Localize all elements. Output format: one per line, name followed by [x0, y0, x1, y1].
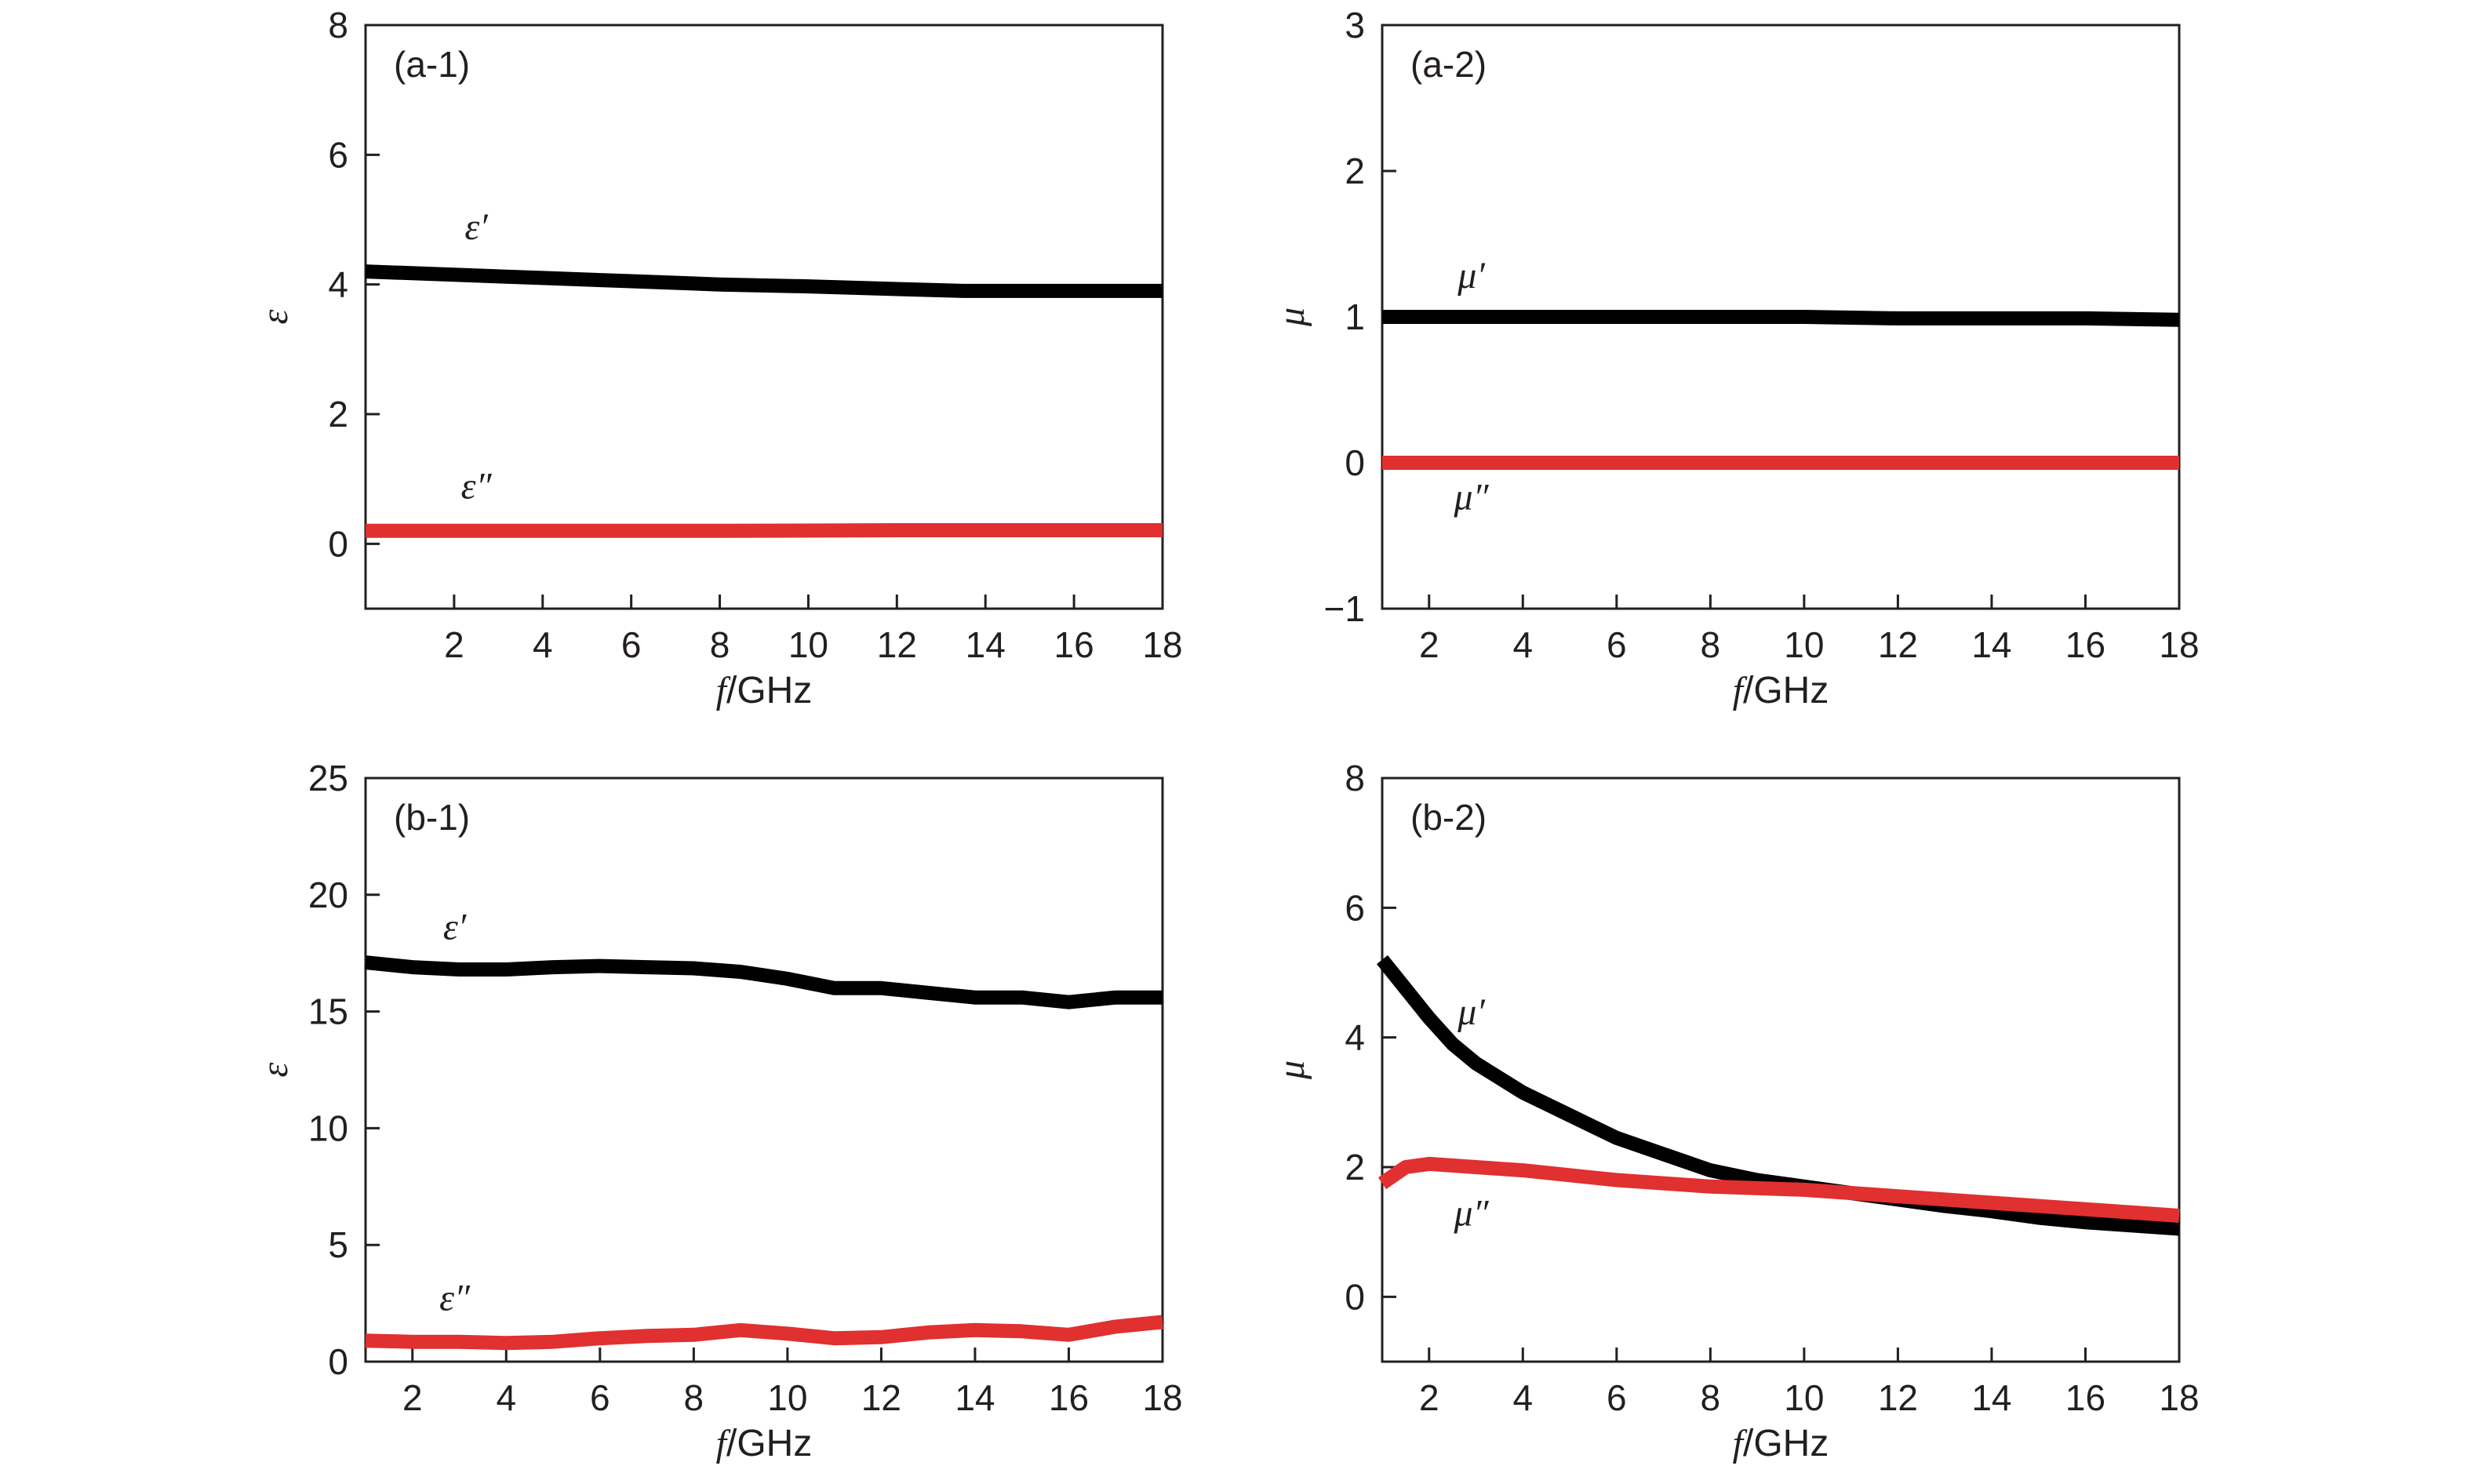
- x-axis-title: f/GHz: [1733, 1423, 1829, 1464]
- x-tick-label: 10: [1784, 1377, 1824, 1418]
- panel-a-1: 2 4 6 8 10 12 14 16 18 0 2 4 6 8 f/GHz ε (a-1) ε′ ε″: [254, 5, 1183, 711]
- y-tick-label: 5: [328, 1224, 348, 1265]
- x-axis-title-unit: /GHz: [726, 1423, 812, 1464]
- x-tick-label: 6: [590, 1377, 610, 1418]
- y-tick-label: 0: [1345, 1276, 1365, 1317]
- y-tick-label: 8: [328, 5, 348, 45]
- x-axis-title: f/GHz: [716, 670, 813, 711]
- x-axis-title: f/GHz: [716, 1423, 813, 1464]
- x-tick-label: 12: [1878, 624, 1918, 665]
- x-tick-label: 18: [1142, 1377, 1182, 1418]
- series-label-imag: ε″: [439, 1278, 471, 1319]
- x-tick-label: 12: [861, 1377, 901, 1418]
- x-tick-label: 8: [710, 624, 730, 665]
- series-line-imag: [365, 1315, 1163, 1351]
- x-axis-title-unit: /GHz: [1743, 1423, 1829, 1464]
- x-tick-label: 4: [1512, 624, 1533, 665]
- series-label-imag: μ″: [1454, 1192, 1490, 1234]
- y-tick-label: 8: [1345, 758, 1365, 798]
- series-label-real: ε′: [464, 206, 489, 248]
- x-tick-label: 4: [496, 1377, 516, 1418]
- y-tick-label: 6: [328, 134, 348, 175]
- series-line-real: [365, 264, 1163, 298]
- x-tick-label: 2: [1419, 624, 1439, 665]
- y-tick-label: 0: [328, 1341, 348, 1382]
- x-tick-label: 8: [684, 1377, 704, 1418]
- x-tick-label: 16: [1054, 624, 1094, 665]
- series-label-real: μ′: [1457, 255, 1486, 296]
- plot-frame: [364, 24, 1164, 610]
- x-tick-label: 6: [621, 624, 642, 665]
- x-tick-label: 4: [1512, 1377, 1533, 1418]
- y-tick-label: 6: [1345, 887, 1365, 928]
- panel-label: (b-1): [394, 797, 470, 838]
- series-line-imag: [1377, 1156, 2180, 1223]
- x-tick-label: 16: [2065, 1377, 2105, 1418]
- series-line-real: [1382, 310, 2180, 327]
- x-tick-label: 2: [1419, 1377, 1439, 1418]
- y-tick-label: 0: [1345, 442, 1365, 483]
- series-label-real: ε′: [443, 906, 468, 948]
- panel-label: (b-2): [1410, 797, 1487, 838]
- plot-frame: [364, 777, 1164, 1363]
- y-axis-title: μ: [1271, 1060, 1312, 1080]
- y-tick-label: 15: [308, 991, 348, 1032]
- y-tick-label: 25: [308, 758, 348, 798]
- y-tick-label: 4: [1345, 1017, 1365, 1058]
- panel-label: (a-1): [394, 44, 470, 85]
- series-label-imag: ε″: [461, 465, 493, 507]
- x-tick-label: 10: [1784, 624, 1824, 665]
- panel-b-2: 2 4 6 8 10 12 14 16 18 0 2 4 6 8 f/GHz μ (b-2) μ′ μ″: [1271, 758, 2200, 1464]
- y-tick-label: 2: [328, 394, 348, 435]
- x-tick-label: 2: [402, 1377, 423, 1418]
- y-axis-title: μ: [1271, 307, 1312, 327]
- y-tick-label: 3: [1345, 5, 1365, 45]
- x-tick-label: 14: [966, 624, 1006, 665]
- x-tick-label: 12: [1878, 1377, 1918, 1418]
- series-line-real: [1376, 955, 2180, 1236]
- x-tick-label: 2: [444, 624, 464, 665]
- x-tick-label: 14: [955, 1377, 995, 1418]
- x-tick-label: 6: [1607, 624, 1627, 665]
- x-axis-title-unit: /GHz: [1743, 670, 1829, 711]
- x-axis-title-unit: /GHz: [726, 670, 812, 711]
- x-tick-label: 18: [2159, 1377, 2199, 1418]
- panel-b-1: 2 4 6 8 10 12 14 16 18 0 5 10 15 20 25 f/GHz ε (b-1) ε′ ε″: [254, 758, 1183, 1464]
- series-line-imag: [366, 523, 1163, 538]
- y-tick-label: 10: [308, 1108, 348, 1148]
- x-tick-label: 16: [1049, 1377, 1089, 1418]
- x-tick-label: 18: [2159, 624, 2199, 665]
- x-tick-label: 14: [1971, 624, 2011, 665]
- x-tick-label: 18: [1142, 624, 1182, 665]
- x-tick-label: 6: [1607, 1377, 1627, 1418]
- x-axis-title: f/GHz: [1733, 670, 1829, 711]
- x-tick-label: 14: [1971, 1377, 2011, 1418]
- y-tick-label: 20: [308, 875, 348, 915]
- x-tick-label: 16: [2065, 624, 2105, 665]
- x-tick-label: 4: [533, 624, 553, 665]
- y-tick-label: 2: [1345, 1147, 1365, 1188]
- x-tick-label: 12: [877, 624, 917, 665]
- y-tick-label: 2: [1345, 151, 1365, 191]
- y-tick-label: 1: [1345, 296, 1365, 337]
- y-axis-title: ε: [254, 1062, 296, 1077]
- y-tick-label: 0: [328, 523, 348, 564]
- series-label-real: μ′: [1457, 991, 1486, 1033]
- y-axis-title: ε: [254, 309, 296, 324]
- plot-frame: [1381, 777, 2181, 1363]
- y-tick-label: −1: [1324, 588, 1365, 629]
- panel-label: (a-2): [1410, 44, 1487, 85]
- series-line-real: [365, 955, 1163, 1009]
- x-tick-label: 8: [1701, 1377, 1721, 1418]
- x-tick-label: 10: [767, 1377, 807, 1418]
- series-label-imag: μ″: [1454, 477, 1490, 518]
- x-tick-label: 10: [788, 624, 828, 665]
- x-tick-label: 8: [1701, 624, 1721, 665]
- y-tick-label: 4: [328, 264, 348, 305]
